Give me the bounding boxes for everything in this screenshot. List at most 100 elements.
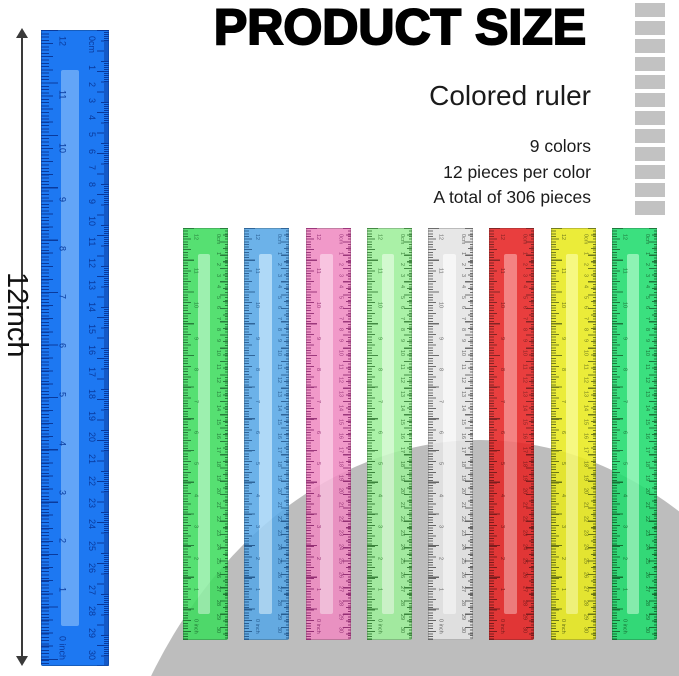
scale-label: 23 xyxy=(276,530,283,537)
scale-label: 12 xyxy=(192,234,199,241)
scale-label: 27 xyxy=(582,585,589,592)
scale-label: 21 xyxy=(460,502,467,509)
scale-label: 23 xyxy=(337,530,344,537)
scale-label: 4 xyxy=(57,440,68,446)
scale-label: 19 xyxy=(214,474,221,481)
scale-label: 5 xyxy=(398,295,405,299)
tick-marks-inch-mid xyxy=(305,228,314,640)
scale-label: 27 xyxy=(521,585,528,592)
cm-scale-labels: 0cm 1 2 3 4 5 6 7 8 9 10 11 12 13 14 15 16 17 18 19 20 21 22 23… xyxy=(521,234,527,634)
tick-marks-cm-minor xyxy=(104,30,109,666)
scale-label: 9 xyxy=(521,338,528,342)
dimension-label: 12inch xyxy=(1,272,33,358)
scale-label: 29 xyxy=(460,613,467,620)
thumbnail-strip-item xyxy=(635,3,665,17)
scale-label: 28 xyxy=(582,599,589,606)
scale-label: 4 xyxy=(582,284,589,288)
big-ruler-slot: 12 11 10 9 8 7 6 5 4 3 2 1 0 inch 0cm 1 2 3 4 5 6 7 8 9 10 11 12 1… xyxy=(41,30,109,666)
scale-label: 8 xyxy=(643,328,650,332)
scale-label: 5 xyxy=(57,391,68,397)
cm-scale-labels: 0cm 1 2 3 4 5 6 7 8 9 10 11 12 13 14 15 16 17 18 19 20 21 22 23… xyxy=(337,234,343,634)
scale-label: 4 xyxy=(521,284,528,288)
scale-label: 4 xyxy=(337,284,344,288)
scale-label: 1 xyxy=(253,587,260,591)
scale-label: 6 xyxy=(643,306,650,310)
scale-label: 24 xyxy=(337,544,344,551)
scale-label: 10 xyxy=(192,302,199,309)
scale-label: 11 xyxy=(87,237,98,247)
scale-label: 10 xyxy=(253,302,260,309)
scale-label: 0 inch xyxy=(192,619,199,634)
scale-label: 8 xyxy=(315,368,322,372)
tick-marks-cm-minor xyxy=(286,228,290,640)
scale-label: 10 xyxy=(376,302,383,309)
scale-label: 28 xyxy=(276,599,283,606)
tick-marks-cm-major xyxy=(465,228,474,640)
tick-marks-cm-mid xyxy=(101,30,109,666)
scale-label: 6 xyxy=(582,306,589,310)
scale-label: 2 xyxy=(87,81,98,87)
scale-label: 30 xyxy=(214,627,221,634)
scale-label: 20 xyxy=(337,488,344,495)
scale-label: 14 xyxy=(276,404,283,412)
scale-label: 27 xyxy=(214,585,221,592)
scale-label: 18 xyxy=(337,460,344,467)
scale-label: 11 xyxy=(460,363,467,370)
tick-marks-inch-minor xyxy=(428,228,434,640)
scale-label: 19 xyxy=(582,474,589,481)
scale-label: 22 xyxy=(643,516,650,523)
scale-label: 25 xyxy=(398,557,405,565)
scale-label: 28 xyxy=(398,599,405,606)
scale-label: 25 xyxy=(337,557,344,565)
scale-label: 8 xyxy=(253,368,260,372)
scale-label: 2 xyxy=(253,556,260,560)
scale-label: 4 xyxy=(460,284,467,288)
scale-label: 22 xyxy=(582,516,589,523)
scale-label: 10 xyxy=(521,349,528,356)
scale-label: 12 xyxy=(87,258,98,269)
scale-label: 15 xyxy=(398,418,405,426)
scale-label: 9 xyxy=(276,338,283,342)
scale-label: 7 xyxy=(315,399,322,403)
scale-label: 0 inch xyxy=(621,619,628,634)
scale-label: 7 xyxy=(276,317,283,321)
scale-label: 4 xyxy=(315,493,322,497)
scale-label: 5 xyxy=(437,462,444,466)
scale-label: 6 xyxy=(57,343,68,349)
scale-label: 29 xyxy=(582,613,589,620)
scale-label: 13 xyxy=(521,391,528,398)
scale-label: 7 xyxy=(214,317,221,321)
scale-label: 25 xyxy=(276,557,283,565)
scale-label: 0cm xyxy=(337,234,344,245)
scale-label: 5 xyxy=(582,295,589,299)
scale-label: 9 xyxy=(437,336,444,340)
scale-label: 6 xyxy=(560,431,567,435)
scale-label: 1 xyxy=(337,252,344,256)
arrow-up-icon xyxy=(16,28,28,38)
tick-marks-cm-mid xyxy=(590,228,596,640)
scale-label: 3 xyxy=(398,273,405,277)
scale-label: 23 xyxy=(582,530,589,537)
scale-label: 14 xyxy=(214,404,221,412)
scale-label: 28 xyxy=(521,599,528,606)
scale-label: 13 xyxy=(643,391,650,398)
thumbnail-strip-item xyxy=(635,129,665,143)
scale-label: 12 xyxy=(437,234,444,241)
scale-label: 5 xyxy=(376,462,383,466)
tick-marks-inch-minor xyxy=(489,228,495,640)
page-title: PRODUCT SIZE xyxy=(213,0,587,55)
scale-label: 21 xyxy=(398,502,405,509)
scale-label: 22 xyxy=(87,475,98,486)
inch-scale-labels: 12 11 10 9 8 7 6 5 4 3 2 1 0 inch xyxy=(376,234,382,634)
scale-label: 1 xyxy=(643,252,650,256)
scale-label: 12 xyxy=(498,234,505,241)
scale-label: 2 xyxy=(460,263,467,267)
tick-marks-cm-mid xyxy=(468,228,474,640)
scale-label: 11 xyxy=(192,268,199,275)
tick-marks-inch-mid xyxy=(41,30,53,666)
tick-marks-cm-mid xyxy=(223,228,228,640)
scale-label: 17 xyxy=(87,367,98,378)
scale-label: 0 inch xyxy=(253,619,260,634)
tick-marks-inch-minor xyxy=(550,228,556,640)
